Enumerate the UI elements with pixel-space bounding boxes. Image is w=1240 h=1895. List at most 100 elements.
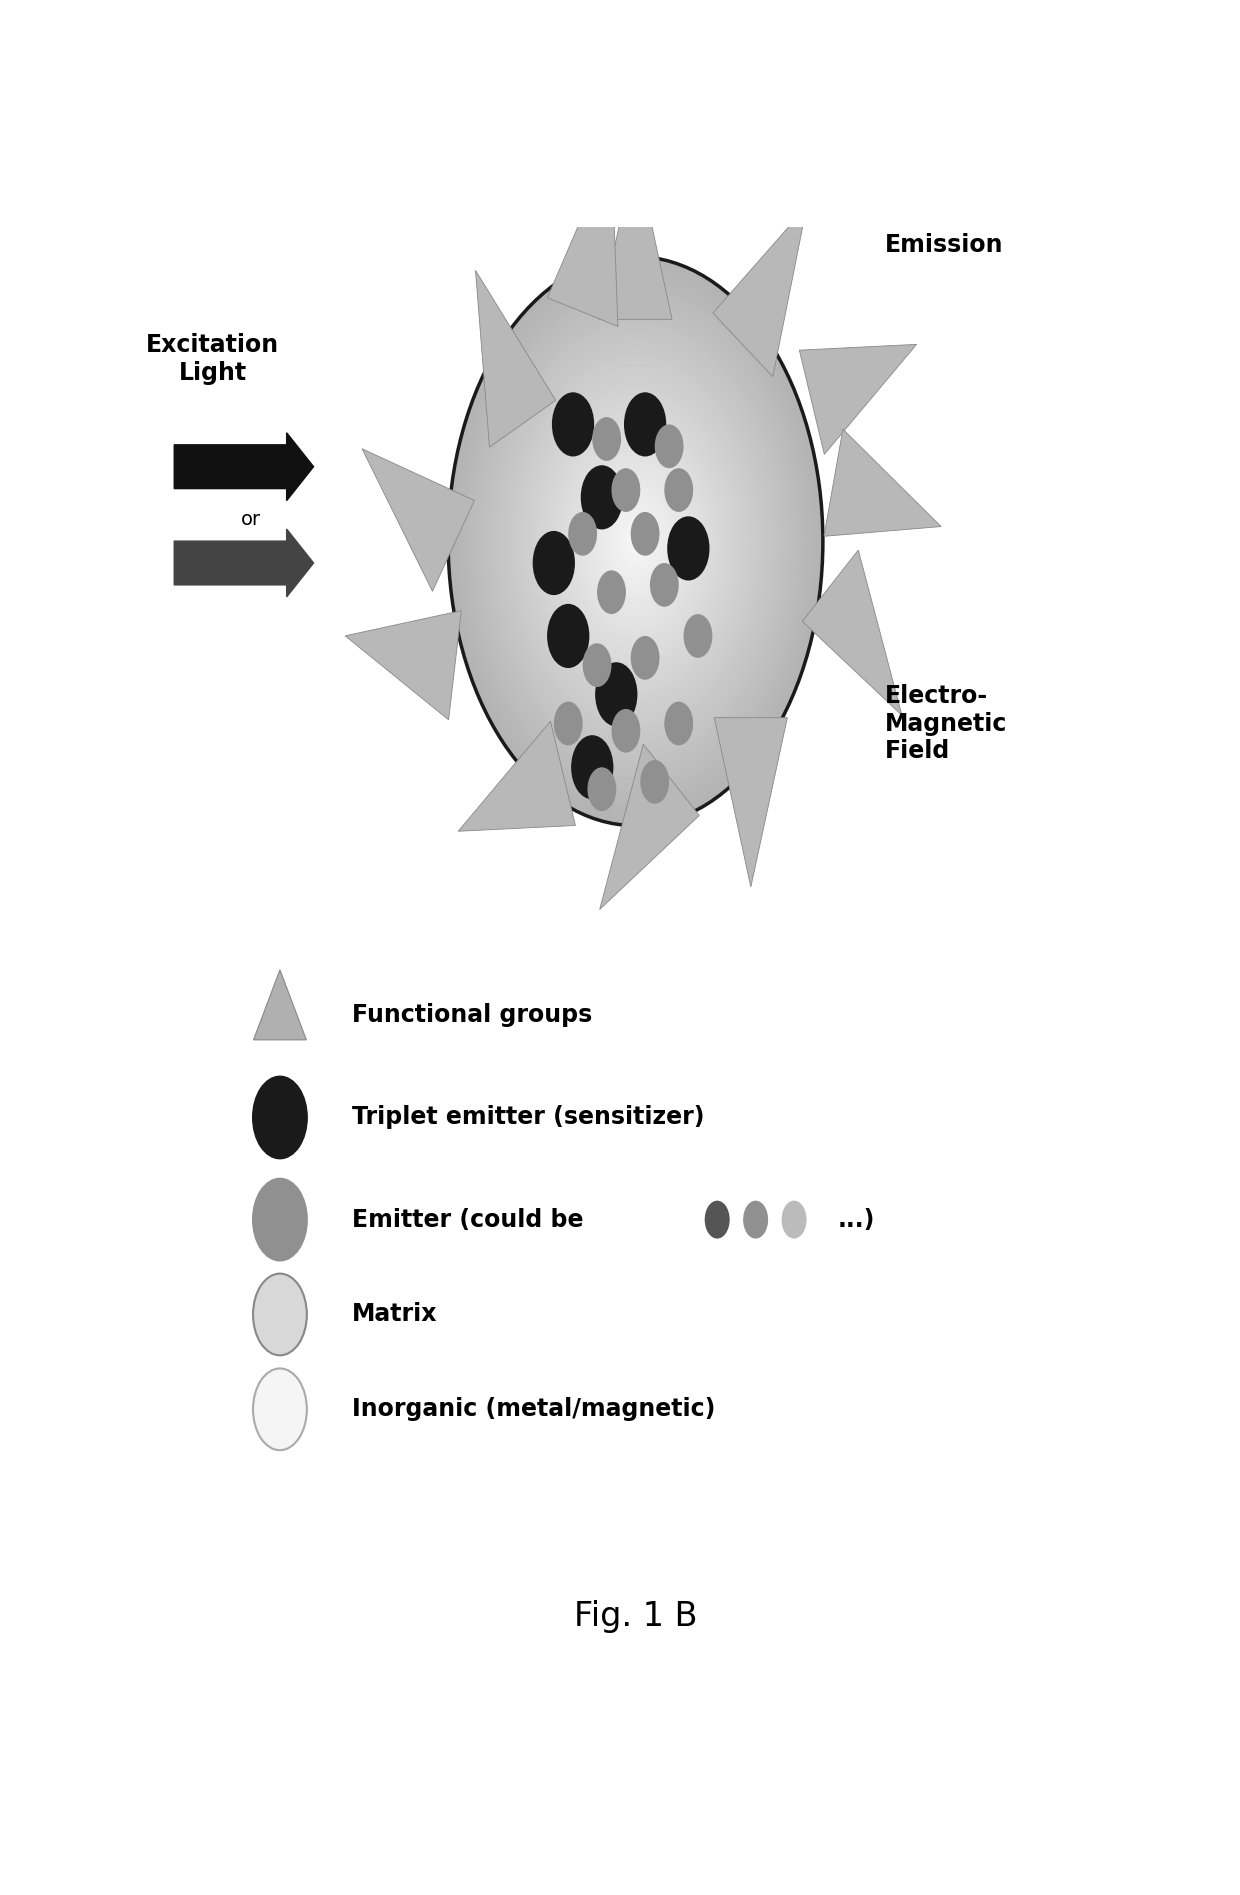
- Text: Triplet emitter (sensitizer): Triplet emitter (sensitizer): [352, 1105, 704, 1129]
- Circle shape: [466, 284, 805, 798]
- Circle shape: [591, 476, 680, 608]
- Circle shape: [593, 417, 621, 460]
- Circle shape: [650, 563, 678, 606]
- Circle shape: [507, 347, 764, 735]
- FancyArrow shape: [174, 529, 314, 597]
- Circle shape: [253, 1076, 306, 1158]
- Circle shape: [595, 661, 637, 726]
- Circle shape: [552, 392, 594, 457]
- FancyArrow shape: [174, 432, 314, 500]
- Circle shape: [610, 504, 661, 580]
- Circle shape: [448, 256, 823, 826]
- Circle shape: [572, 735, 614, 800]
- Polygon shape: [800, 345, 916, 455]
- Circle shape: [511, 351, 760, 731]
- Circle shape: [665, 701, 693, 745]
- Circle shape: [529, 379, 742, 703]
- Circle shape: [616, 514, 655, 570]
- Circle shape: [595, 479, 676, 603]
- Circle shape: [458, 271, 813, 811]
- Text: Emitter (could be: Emitter (could be: [352, 1207, 584, 1232]
- Circle shape: [601, 489, 670, 593]
- Circle shape: [492, 322, 779, 760]
- Circle shape: [538, 394, 733, 688]
- Circle shape: [588, 767, 616, 811]
- Circle shape: [583, 460, 688, 622]
- Circle shape: [598, 485, 673, 599]
- Circle shape: [631, 512, 660, 555]
- Circle shape: [523, 370, 748, 713]
- Circle shape: [611, 709, 640, 752]
- Circle shape: [554, 701, 583, 745]
- Circle shape: [542, 398, 729, 684]
- Circle shape: [517, 360, 754, 722]
- Polygon shape: [714, 718, 787, 887]
- Circle shape: [596, 570, 626, 614]
- Circle shape: [495, 328, 776, 754]
- Circle shape: [480, 303, 791, 779]
- Circle shape: [622, 523, 649, 561]
- Circle shape: [551, 413, 720, 669]
- Circle shape: [520, 366, 751, 716]
- Circle shape: [464, 280, 807, 802]
- Circle shape: [476, 299, 795, 783]
- Circle shape: [544, 404, 727, 678]
- Circle shape: [624, 392, 666, 457]
- Text: ...): ...): [837, 1207, 874, 1232]
- Circle shape: [460, 275, 811, 807]
- Circle shape: [547, 605, 589, 669]
- Text: or: or: [241, 510, 262, 529]
- Circle shape: [585, 466, 686, 618]
- Circle shape: [577, 451, 694, 631]
- Circle shape: [501, 337, 770, 745]
- Circle shape: [665, 468, 693, 512]
- Polygon shape: [547, 148, 618, 326]
- Polygon shape: [345, 610, 461, 720]
- Circle shape: [579, 457, 692, 627]
- Circle shape: [743, 1201, 768, 1239]
- Text: Matrix: Matrix: [352, 1302, 438, 1326]
- Text: Fig. 1 B: Fig. 1 B: [574, 1599, 697, 1633]
- Polygon shape: [600, 745, 699, 910]
- Circle shape: [470, 290, 801, 792]
- Text: Electro-
Magnetic
Field: Electro- Magnetic Field: [885, 684, 1008, 764]
- Circle shape: [526, 375, 745, 707]
- Circle shape: [683, 614, 712, 658]
- Polygon shape: [802, 550, 901, 716]
- Circle shape: [536, 388, 735, 694]
- Circle shape: [482, 309, 789, 773]
- Circle shape: [608, 498, 663, 584]
- Circle shape: [589, 470, 682, 612]
- Circle shape: [570, 442, 701, 641]
- Text: Excitation
Light: Excitation Light: [146, 334, 279, 385]
- Circle shape: [620, 517, 651, 565]
- Circle shape: [611, 468, 640, 512]
- Circle shape: [564, 432, 707, 650]
- Polygon shape: [475, 271, 556, 447]
- Text: Functional groups: Functional groups: [352, 1002, 593, 1027]
- Circle shape: [640, 760, 670, 803]
- Circle shape: [253, 1179, 306, 1260]
- Circle shape: [558, 423, 713, 659]
- Circle shape: [253, 1273, 306, 1355]
- Circle shape: [451, 262, 820, 821]
- Circle shape: [486, 313, 785, 769]
- Circle shape: [489, 318, 782, 764]
- Polygon shape: [825, 428, 941, 536]
- Circle shape: [474, 294, 797, 788]
- Circle shape: [548, 407, 723, 675]
- Polygon shape: [362, 449, 475, 591]
- Text: Emission: Emission: [885, 233, 1004, 258]
- Circle shape: [631, 637, 660, 680]
- Polygon shape: [713, 207, 807, 377]
- Circle shape: [704, 1201, 729, 1239]
- Circle shape: [614, 508, 657, 574]
- Circle shape: [626, 527, 645, 555]
- Circle shape: [554, 417, 717, 665]
- Circle shape: [573, 447, 698, 637]
- Circle shape: [533, 531, 575, 595]
- Polygon shape: [599, 150, 672, 320]
- Text: Inorganic (metal/magnetic): Inorganic (metal/magnetic): [352, 1397, 715, 1421]
- Circle shape: [253, 1368, 306, 1450]
- Circle shape: [498, 332, 773, 750]
